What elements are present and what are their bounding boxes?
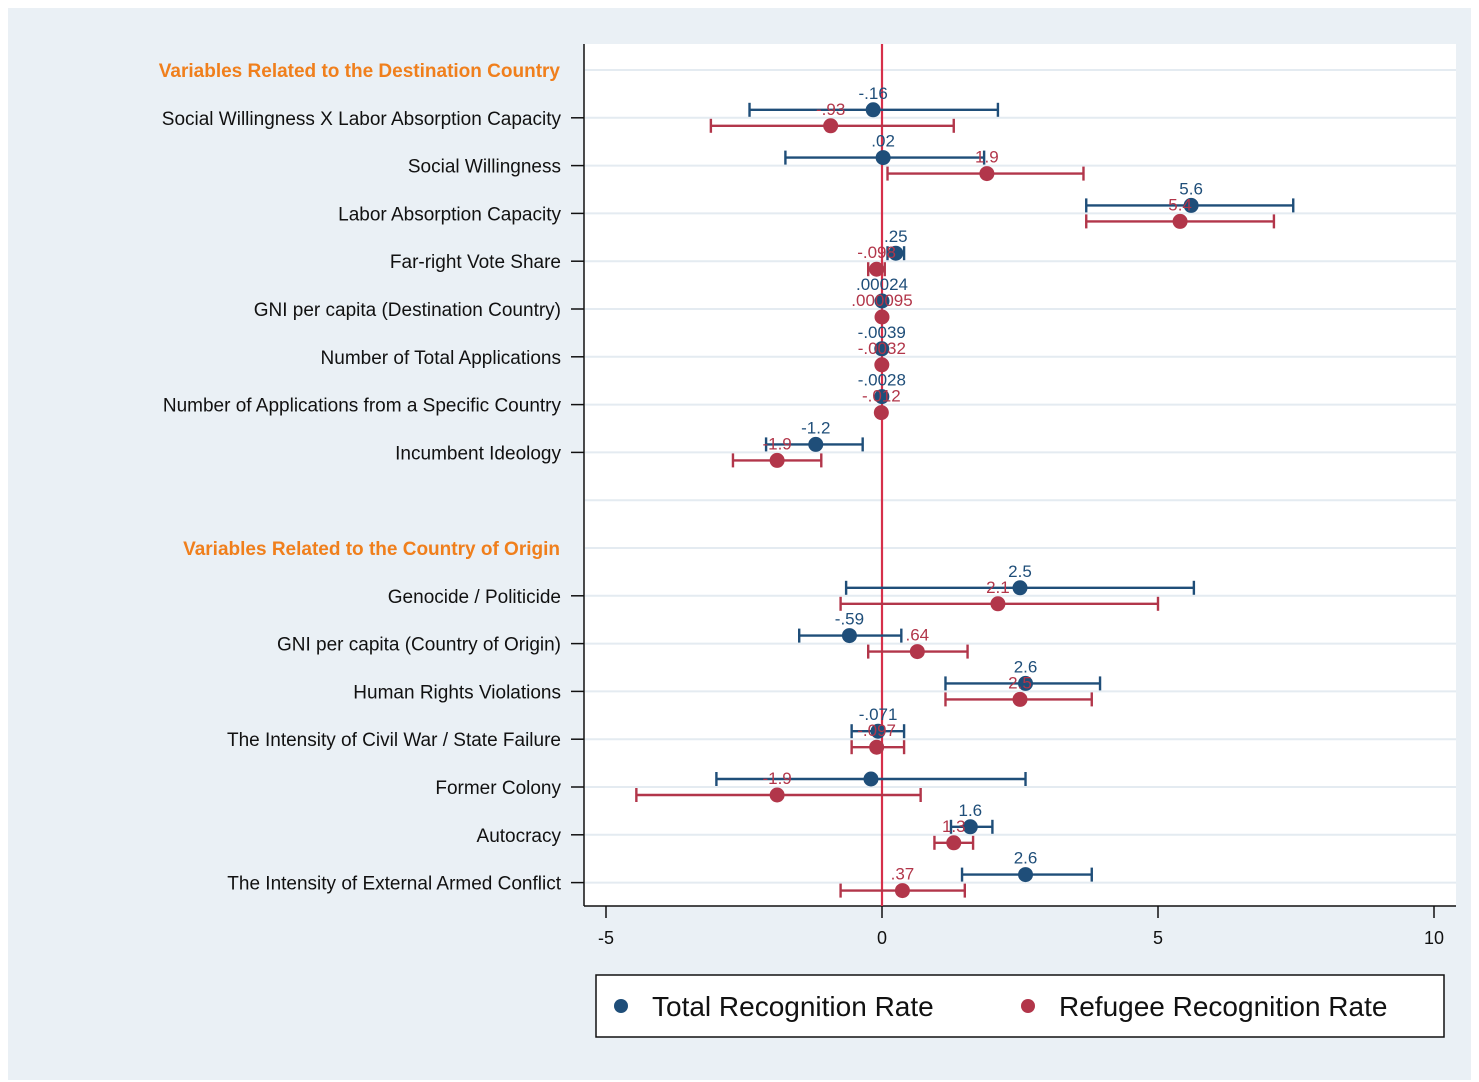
legend-marker-refugee [1021,999,1035,1013]
refugee-value-label: -1.9 [762,434,791,453]
total-point [874,389,890,405]
total-point [874,341,890,357]
total-point [888,245,904,261]
refugee-value-label: .64 [906,626,930,645]
row-label: Number of Total Applications [321,348,561,369]
total-point [1018,867,1034,883]
refugee-point [869,261,885,277]
refugee-value-label: 1.3 [942,817,966,836]
refugee-value-label: 5.4 [1168,195,1192,214]
total-point [841,628,857,644]
legend-label-refugee: Refugee Recognition Rate [1059,991,1387,1022]
refugee-value-label: 2.1 [986,578,1010,597]
row-label: Social Willingness [408,157,561,178]
row-label: GNI per capita (Country of Origin) [277,635,561,656]
row-label: Far-right Vote Share [390,252,561,273]
row-label: The Intensity of Civil War / State Failu… [227,730,561,751]
total-point [1183,197,1199,213]
refugee-point [979,166,995,182]
x-tick-label: 5 [1153,928,1163,948]
row-label: Labor Absorption Capacity [338,204,561,225]
row-label: Human Rights Violations [353,682,561,703]
refugee-point [990,596,1006,612]
total-point [1018,675,1034,691]
refugee-value-label: -.0032 [858,339,906,358]
total-point [962,819,978,835]
total-point [865,102,881,118]
total-value-label: -.59 [835,610,864,629]
legend-box [595,974,1445,1038]
row-label: Incumbent Ideology [395,443,561,464]
row-label: GNI per capita (Destination Country) [254,300,561,321]
plot-area [584,44,1456,906]
total-value-label: -.0028 [858,371,906,390]
total-value-label: 5.6 [1179,179,1203,198]
total-value-label: 2.5 [1008,562,1032,581]
total-value-label: .02 [871,132,895,151]
x-tick-label: -5 [598,928,614,948]
x-tick-label: 0 [877,928,887,948]
refugee-point [869,739,885,755]
total-point [875,150,891,166]
row-label: Autocracy [477,826,562,847]
refugee-point [769,452,785,468]
refugee-point [1012,691,1028,707]
total-value-label: .25 [884,227,908,246]
refugee-value-label: 1.9 [975,148,999,167]
group-label: Variables Related to the Country of Orig… [183,539,560,560]
total-value-label: 2.6 [1014,849,1038,868]
row-label: Social Willingness X Labor Absorption Ca… [162,109,562,130]
refugee-value-label: .37 [891,865,915,884]
row-label: The Intensity of External Armed Conflict [227,874,561,895]
refugee-value-label: -.098 [857,243,896,262]
refugee-value-label: 2.5 [1008,673,1032,692]
refugee-value-label: .000095 [851,291,912,310]
refugee-value-label: -.097 [857,721,896,740]
legend: Total Recognition Rate Refugee Recogniti… [595,974,1445,1038]
total-value-label: 2.6 [1014,657,1038,676]
refugee-point [874,357,890,373]
total-value-label: -.071 [859,705,898,724]
total-value-label: -1.2 [801,418,830,437]
refugee-point [873,405,889,421]
row-label: Genocide / Politicide [388,587,561,608]
total-point [1012,580,1028,596]
total-point [870,723,886,739]
row-label: Former Colony [435,778,561,799]
refugee-point [946,835,962,851]
refugee-point [769,787,785,803]
x-tick-label: 10 [1424,928,1444,948]
refugee-point [909,644,925,660]
refugee-point [823,118,839,134]
refugee-value-label: -1.9 [762,769,791,788]
refugee-point [1172,213,1188,229]
total-value-label: -.0039 [858,323,906,342]
refugee-point [894,883,910,899]
legend-marker-total [614,999,628,1013]
total-point [874,293,890,309]
refugee-value-label: -.93 [816,100,845,119]
total-point [863,771,879,787]
total-value-label: 1.6 [958,801,982,820]
total-value-label: -.16 [859,84,888,103]
legend-label-total: Total Recognition Rate [652,991,934,1022]
row-label: Number of Applications from a Specific C… [163,396,562,417]
refugee-value-label: -.012 [862,387,901,406]
total-point [808,436,824,452]
refugee-point [874,309,890,325]
group-label: Variables Related to the Destination Cou… [159,61,561,82]
total-value-label: .00024 [856,275,908,294]
